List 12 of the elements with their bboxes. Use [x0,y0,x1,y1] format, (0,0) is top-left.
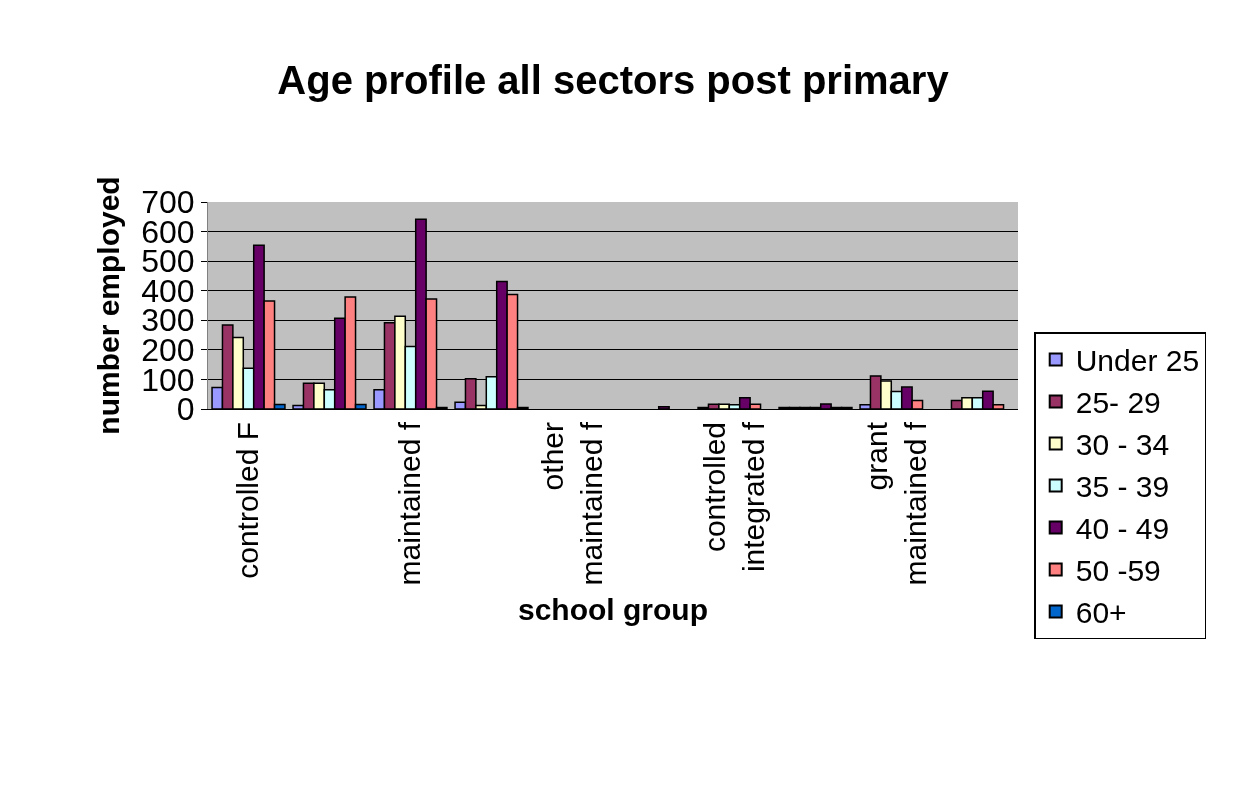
x-axis-title: school group [518,592,708,626]
legend-label: 50 -59 [1075,554,1161,588]
legend-label: 60+ [1075,596,1127,630]
x-tick-label: controlled F [231,422,265,579]
x-tick-label: maintained f [393,421,427,586]
y-axis-title: number employed [92,176,126,435]
legend-label: 40 - 49 [1075,512,1170,546]
chart-title: Age profile all sectors post primary [277,57,950,102]
legend-label: 30 - 34 [1075,428,1170,462]
legend-label: 35 - 39 [1075,470,1170,504]
legend-label: Under 25 [1075,344,1200,378]
legend-label: 25- 29 [1075,386,1161,420]
